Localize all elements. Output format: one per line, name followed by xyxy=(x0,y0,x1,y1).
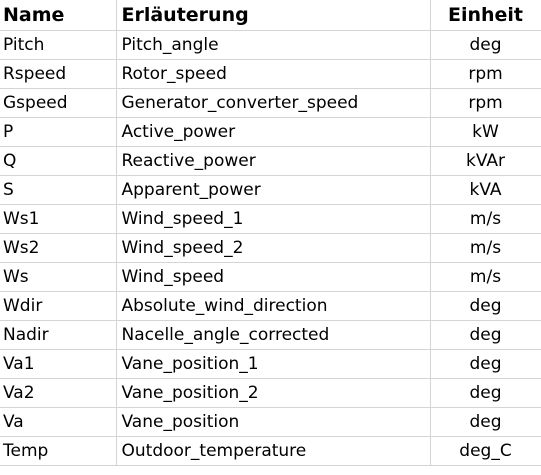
cell-unit[interactable]: kVA xyxy=(430,175,541,205)
table-row: Va2 Vane_position_2 deg xyxy=(0,378,541,408)
table-row: Wdir Absolute_wind_direction deg xyxy=(0,291,541,321)
table-row: Va Vane_position deg xyxy=(0,407,541,437)
cell-description[interactable]: Wind_speed_1 xyxy=(116,204,431,234)
cell-name[interactable]: Va1 xyxy=(0,349,117,379)
cell-name[interactable]: Va2 xyxy=(0,378,117,408)
cell-name[interactable]: P xyxy=(0,117,117,147)
cell-description[interactable]: Active_power xyxy=(116,117,431,147)
table-row: Pitch Pitch_angle deg xyxy=(0,30,541,60)
cell-unit[interactable]: deg xyxy=(430,30,541,60)
cell-name[interactable]: Gspeed xyxy=(0,88,117,118)
cell-name[interactable]: Wdir xyxy=(0,291,117,321)
cell-name[interactable]: Rspeed xyxy=(0,59,117,89)
cell-description[interactable]: Reactive_power xyxy=(116,146,431,176)
cell-description[interactable]: Apparent_power xyxy=(116,175,431,205)
cell-unit[interactable]: m/s xyxy=(430,204,541,234)
cell-name[interactable]: Ws1 xyxy=(0,204,117,234)
cell-description[interactable]: Vane_position_2 xyxy=(116,378,431,408)
column-header-unit[interactable]: Einheit xyxy=(430,0,541,31)
column-header-description[interactable]: Erläuterung xyxy=(116,0,431,31)
table-row: P Active_power kW xyxy=(0,117,541,147)
table-row: Temp Outdoor_temperature deg_C xyxy=(0,436,541,466)
cell-description[interactable]: Pitch_angle xyxy=(116,30,431,60)
table-row: Ws1 Wind_speed_1 m/s xyxy=(0,204,541,234)
cell-unit[interactable]: kVAr xyxy=(430,146,541,176)
cell-description[interactable]: Wind_speed_2 xyxy=(116,233,431,263)
cell-unit[interactable]: rpm xyxy=(430,59,541,89)
cell-description[interactable]: Wind_speed xyxy=(116,262,431,292)
cell-name[interactable]: S xyxy=(0,175,117,205)
cell-unit[interactable]: deg xyxy=(430,407,541,437)
cell-description[interactable]: Vane_position xyxy=(116,407,431,437)
cell-name[interactable]: Ws xyxy=(0,262,117,292)
cell-description[interactable]: Vane_position_1 xyxy=(116,349,431,379)
table-row: Va1 Vane_position_1 deg xyxy=(0,349,541,379)
table-row: Q Reactive_power kVAr xyxy=(0,146,541,176)
cell-description[interactable]: Nacelle_angle_corrected xyxy=(116,320,431,350)
cell-unit[interactable]: kW xyxy=(430,117,541,147)
cell-unit[interactable]: rpm xyxy=(430,88,541,118)
cell-name[interactable]: Ws2 xyxy=(0,233,117,263)
cell-name[interactable]: Temp xyxy=(0,436,117,466)
table-row: Gspeed Generator_converter_speed rpm xyxy=(0,88,541,118)
column-header-name[interactable]: Name xyxy=(0,0,117,31)
cell-unit[interactable]: m/s xyxy=(430,233,541,263)
cell-unit[interactable]: m/s xyxy=(430,262,541,292)
table-row: Nadir Nacelle_angle_corrected deg xyxy=(0,320,541,350)
cell-name[interactable]: Q xyxy=(0,146,117,176)
cell-unit[interactable]: deg xyxy=(430,378,541,408)
table-row: Ws Wind_speed m/s xyxy=(0,262,541,292)
cell-unit[interactable]: deg_C xyxy=(430,436,541,466)
cell-name[interactable]: Va xyxy=(0,407,117,437)
cell-description[interactable]: Generator_converter_speed xyxy=(116,88,431,118)
cell-description[interactable]: Rotor_speed xyxy=(116,59,431,89)
cell-unit[interactable]: deg xyxy=(430,320,541,350)
cell-description[interactable]: Absolute_wind_direction xyxy=(116,291,431,321)
table-row: S Apparent_power kVA xyxy=(0,175,541,205)
cell-name[interactable]: Nadir xyxy=(0,320,117,350)
cell-unit[interactable]: deg xyxy=(430,349,541,379)
header-row: Name Erläuterung Einheit xyxy=(0,0,541,31)
table-row: Ws2 Wind_speed_2 m/s xyxy=(0,233,541,263)
cell-unit[interactable]: deg xyxy=(430,291,541,321)
cell-name[interactable]: Pitch xyxy=(0,30,117,60)
table-row: Rspeed Rotor_speed rpm xyxy=(0,59,541,89)
cell-description[interactable]: Outdoor_temperature xyxy=(116,436,431,466)
